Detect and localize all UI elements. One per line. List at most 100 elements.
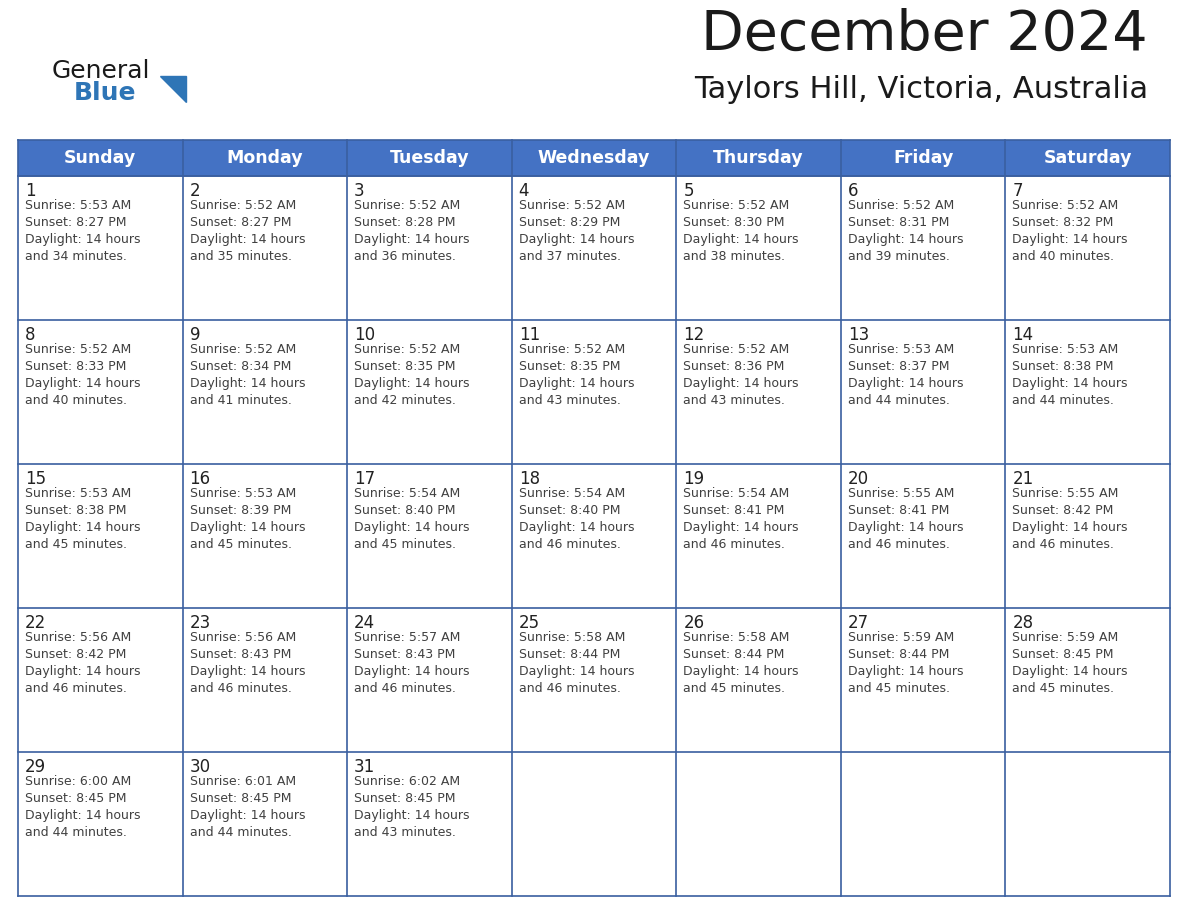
Bar	[676, 176, 841, 320]
Text: Friday: Friday	[893, 149, 953, 167]
Text: 23: 23	[190, 614, 210, 632]
Text: 12: 12	[683, 326, 704, 344]
Text: Taylors Hill, Victoria, Australia: Taylors Hill, Victoria, Australia	[694, 75, 1148, 104]
Text: Sunrise: 5:54 AM
Sunset: 8:40 PM
Daylight: 14 hours
and 46 minutes.: Sunrise: 5:54 AM Sunset: 8:40 PM Dayligh…	[519, 487, 634, 551]
Text: Sunrise: 5:52 AM
Sunset: 8:34 PM
Daylight: 14 hours
and 41 minutes.: Sunrise: 5:52 AM Sunset: 8:34 PM Dayligh…	[190, 343, 305, 407]
Text: 4: 4	[519, 182, 529, 200]
Text: Sunday: Sunday	[64, 149, 137, 167]
Bar	[18, 140, 1170, 176]
Text: 7: 7	[1012, 182, 1023, 200]
Text: Sunrise: 5:58 AM
Sunset: 8:44 PM
Daylight: 14 hours
and 45 minutes.: Sunrise: 5:58 AM Sunset: 8:44 PM Dayligh…	[683, 631, 798, 695]
Text: Sunrise: 5:53 AM
Sunset: 8:38 PM
Daylight: 14 hours
and 44 minutes.: Sunrise: 5:53 AM Sunset: 8:38 PM Dayligh…	[1012, 343, 1127, 407]
Text: Sunrise: 5:54 AM
Sunset: 8:41 PM
Daylight: 14 hours
and 46 minutes.: Sunrise: 5:54 AM Sunset: 8:41 PM Dayligh…	[683, 487, 798, 551]
Text: 5: 5	[683, 182, 694, 200]
Bar	[512, 320, 676, 464]
Bar	[1005, 320, 1170, 464]
Bar	[841, 608, 1005, 752]
Bar	[18, 320, 183, 464]
Text: Sunrise: 5:56 AM
Sunset: 8:42 PM
Daylight: 14 hours
and 46 minutes.: Sunrise: 5:56 AM Sunset: 8:42 PM Dayligh…	[25, 631, 140, 695]
Text: Sunrise: 5:52 AM
Sunset: 8:35 PM
Daylight: 14 hours
and 43 minutes.: Sunrise: 5:52 AM Sunset: 8:35 PM Dayligh…	[519, 343, 634, 407]
Text: Sunrise: 5:52 AM
Sunset: 8:29 PM
Daylight: 14 hours
and 37 minutes.: Sunrise: 5:52 AM Sunset: 8:29 PM Dayligh…	[519, 199, 634, 263]
Text: Sunrise: 5:55 AM
Sunset: 8:41 PM
Daylight: 14 hours
and 46 minutes.: Sunrise: 5:55 AM Sunset: 8:41 PM Dayligh…	[848, 487, 963, 551]
Text: 1: 1	[25, 182, 36, 200]
Text: Sunrise: 5:52 AM
Sunset: 8:27 PM
Daylight: 14 hours
and 35 minutes.: Sunrise: 5:52 AM Sunset: 8:27 PM Dayligh…	[190, 199, 305, 263]
Text: Sunrise: 6:00 AM
Sunset: 8:45 PM
Daylight: 14 hours
and 44 minutes.: Sunrise: 6:00 AM Sunset: 8:45 PM Dayligh…	[25, 775, 140, 839]
Text: 21: 21	[1012, 470, 1034, 488]
Text: 8: 8	[25, 326, 36, 344]
Bar	[18, 608, 183, 752]
Bar	[347, 176, 512, 320]
Text: 17: 17	[354, 470, 375, 488]
Text: Saturday: Saturday	[1043, 149, 1132, 167]
Text: Blue: Blue	[74, 81, 137, 105]
Bar	[512, 752, 676, 896]
Text: Tuesday: Tuesday	[390, 149, 469, 167]
Bar	[841, 320, 1005, 464]
Text: 15: 15	[25, 470, 46, 488]
Text: 30: 30	[190, 758, 210, 776]
Text: Sunrise: 6:01 AM
Sunset: 8:45 PM
Daylight: 14 hours
and 44 minutes.: Sunrise: 6:01 AM Sunset: 8:45 PM Dayligh…	[190, 775, 305, 839]
Bar	[183, 464, 347, 608]
Text: Sunrise: 5:56 AM
Sunset: 8:43 PM
Daylight: 14 hours
and 46 minutes.: Sunrise: 5:56 AM Sunset: 8:43 PM Dayligh…	[190, 631, 305, 695]
Text: 24: 24	[354, 614, 375, 632]
Text: 2: 2	[190, 182, 201, 200]
Bar	[676, 464, 841, 608]
Bar	[1005, 752, 1170, 896]
Text: 25: 25	[519, 614, 539, 632]
Polygon shape	[160, 76, 187, 102]
Bar	[347, 752, 512, 896]
Text: 29: 29	[25, 758, 46, 776]
Text: 19: 19	[683, 470, 704, 488]
Bar	[512, 608, 676, 752]
Text: 11: 11	[519, 326, 541, 344]
Text: Sunrise: 5:53 AM
Sunset: 8:39 PM
Daylight: 14 hours
and 45 minutes.: Sunrise: 5:53 AM Sunset: 8:39 PM Dayligh…	[190, 487, 305, 551]
Text: Sunrise: 5:59 AM
Sunset: 8:44 PM
Daylight: 14 hours
and 45 minutes.: Sunrise: 5:59 AM Sunset: 8:44 PM Dayligh…	[848, 631, 963, 695]
Text: General: General	[52, 59, 151, 83]
Bar	[841, 176, 1005, 320]
Text: Sunrise: 5:52 AM
Sunset: 8:30 PM
Daylight: 14 hours
and 38 minutes.: Sunrise: 5:52 AM Sunset: 8:30 PM Dayligh…	[683, 199, 798, 263]
Text: Sunrise: 5:55 AM
Sunset: 8:42 PM
Daylight: 14 hours
and 46 minutes.: Sunrise: 5:55 AM Sunset: 8:42 PM Dayligh…	[1012, 487, 1127, 551]
Bar	[1005, 608, 1170, 752]
Text: Sunrise: 5:57 AM
Sunset: 8:43 PM
Daylight: 14 hours
and 46 minutes.: Sunrise: 5:57 AM Sunset: 8:43 PM Dayligh…	[354, 631, 469, 695]
Text: Thursday: Thursday	[713, 149, 804, 167]
Text: 31: 31	[354, 758, 375, 776]
Bar	[1005, 176, 1170, 320]
Text: Sunrise: 5:58 AM
Sunset: 8:44 PM
Daylight: 14 hours
and 46 minutes.: Sunrise: 5:58 AM Sunset: 8:44 PM Dayligh…	[519, 631, 634, 695]
Text: Sunrise: 6:02 AM
Sunset: 8:45 PM
Daylight: 14 hours
and 43 minutes.: Sunrise: 6:02 AM Sunset: 8:45 PM Dayligh…	[354, 775, 469, 839]
Text: 26: 26	[683, 614, 704, 632]
Text: December 2024: December 2024	[701, 8, 1148, 62]
Bar	[183, 752, 347, 896]
Text: Sunrise: 5:52 AM
Sunset: 8:31 PM
Daylight: 14 hours
and 39 minutes.: Sunrise: 5:52 AM Sunset: 8:31 PM Dayligh…	[848, 199, 963, 263]
Text: Sunrise: 5:52 AM
Sunset: 8:32 PM
Daylight: 14 hours
and 40 minutes.: Sunrise: 5:52 AM Sunset: 8:32 PM Dayligh…	[1012, 199, 1127, 263]
Text: 6: 6	[848, 182, 859, 200]
Text: 28: 28	[1012, 614, 1034, 632]
Bar	[183, 608, 347, 752]
Text: Sunrise: 5:52 AM
Sunset: 8:36 PM
Daylight: 14 hours
and 43 minutes.: Sunrise: 5:52 AM Sunset: 8:36 PM Dayligh…	[683, 343, 798, 407]
Bar	[347, 608, 512, 752]
Text: 10: 10	[354, 326, 375, 344]
Text: 14: 14	[1012, 326, 1034, 344]
Bar	[841, 464, 1005, 608]
Text: 22: 22	[25, 614, 46, 632]
Bar	[183, 176, 347, 320]
Bar	[841, 752, 1005, 896]
Text: 18: 18	[519, 470, 539, 488]
Text: Monday: Monday	[227, 149, 303, 167]
Bar	[676, 752, 841, 896]
Bar	[1005, 464, 1170, 608]
Bar	[676, 608, 841, 752]
Text: 16: 16	[190, 470, 210, 488]
Text: Sunrise: 5:54 AM
Sunset: 8:40 PM
Daylight: 14 hours
and 45 minutes.: Sunrise: 5:54 AM Sunset: 8:40 PM Dayligh…	[354, 487, 469, 551]
Text: Sunrise: 5:52 AM
Sunset: 8:35 PM
Daylight: 14 hours
and 42 minutes.: Sunrise: 5:52 AM Sunset: 8:35 PM Dayligh…	[354, 343, 469, 407]
Text: Sunrise: 5:59 AM
Sunset: 8:45 PM
Daylight: 14 hours
and 45 minutes.: Sunrise: 5:59 AM Sunset: 8:45 PM Dayligh…	[1012, 631, 1127, 695]
Text: 13: 13	[848, 326, 870, 344]
Bar	[347, 320, 512, 464]
Text: Sunrise: 5:52 AM
Sunset: 8:28 PM
Daylight: 14 hours
and 36 minutes.: Sunrise: 5:52 AM Sunset: 8:28 PM Dayligh…	[354, 199, 469, 263]
Text: Wednesday: Wednesday	[538, 149, 650, 167]
Text: Sunrise: 5:53 AM
Sunset: 8:38 PM
Daylight: 14 hours
and 45 minutes.: Sunrise: 5:53 AM Sunset: 8:38 PM Dayligh…	[25, 487, 140, 551]
Text: 27: 27	[848, 614, 868, 632]
Bar	[676, 320, 841, 464]
Bar	[18, 752, 183, 896]
Text: 20: 20	[848, 470, 868, 488]
Bar	[512, 464, 676, 608]
